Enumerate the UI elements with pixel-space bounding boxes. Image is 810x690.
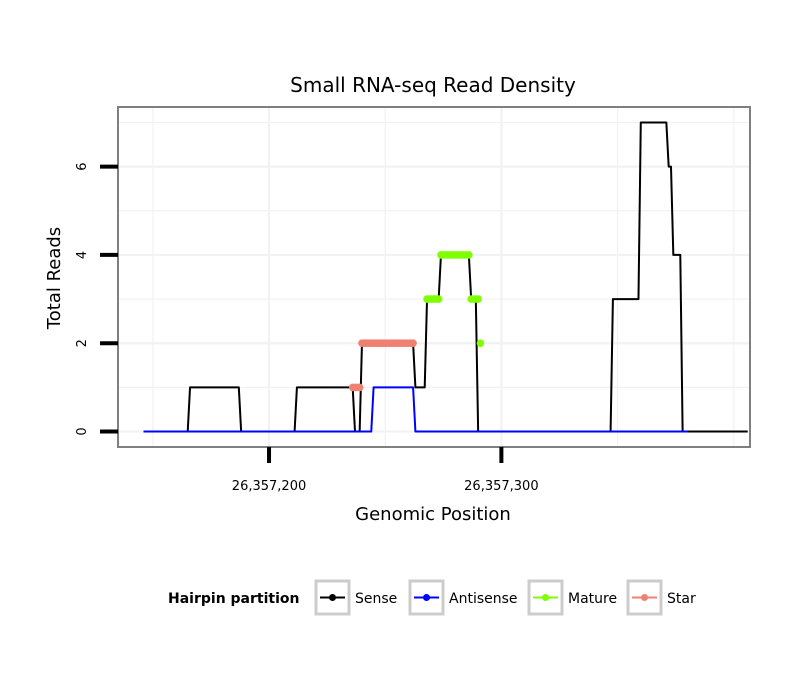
data-point-star <box>355 383 364 392</box>
legend-key-point <box>423 594 430 601</box>
series-antisense <box>143 386 688 433</box>
y-tick-label: 6 <box>75 162 90 170</box>
x-tick-label: 26,357,200 <box>232 479 306 494</box>
grid <box>118 107 750 447</box>
panel-border <box>117 106 751 448</box>
legend-label: Sense <box>355 591 397 607</box>
series-star <box>348 339 417 392</box>
legend-key-point <box>329 594 336 601</box>
legend-label: Star <box>667 591 696 607</box>
y-tick-label: 0 <box>75 427 90 435</box>
series-line-antisense <box>143 386 688 433</box>
data-point-star <box>409 339 417 348</box>
data-point-mature <box>434 295 443 303</box>
legend-entry-mature: Mature <box>527 579 617 616</box>
legend-entry-sense: Sense <box>314 579 397 616</box>
series-layer <box>143 121 748 433</box>
y-tick-label: 4 <box>75 251 90 259</box>
y-tick-label: 2 <box>75 339 90 347</box>
series-sense <box>143 121 748 433</box>
chart-title: Small RNA-seq Read Density <box>290 73 576 97</box>
legend-entry-star: Star <box>626 579 696 616</box>
y-axis: 0 2 4 6 <box>75 162 118 436</box>
series-mature <box>423 251 485 348</box>
data-point-mature <box>476 339 485 348</box>
legend-label: Antisense <box>449 591 518 607</box>
legend-key-point <box>542 594 549 601</box>
x-axis: 26,357,200 26,357,300 <box>232 447 539 494</box>
legend-entry-antisense: Antisense <box>408 579 518 616</box>
x-tick-label: 26,357,300 <box>464 479 538 494</box>
legend-label: Mature <box>568 591 617 607</box>
x-axis-label: Genomic Position <box>355 504 511 525</box>
y-axis-label: Total Reads <box>44 227 65 330</box>
data-point-mature <box>474 295 482 303</box>
legend-key-point <box>641 594 648 601</box>
data-point-mature <box>465 251 473 259</box>
legend: Hairpin partition Sense Antisense Mature St… <box>168 579 696 616</box>
legend-title: Hairpin partition <box>168 591 299 607</box>
series-line-sense <box>143 121 748 433</box>
